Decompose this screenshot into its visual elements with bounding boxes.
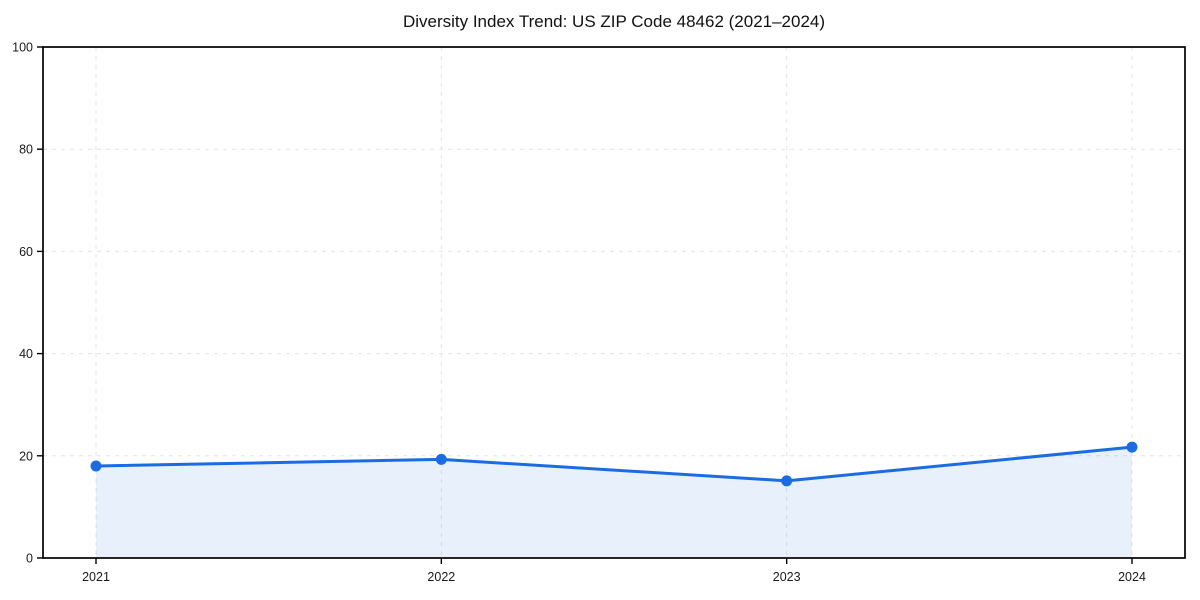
data-point-2022 [435, 453, 447, 465]
data-point-2023 [781, 475, 793, 487]
x-tick-label: 2021 [82, 570, 110, 584]
data-point-2021 [90, 460, 102, 472]
x-tick-label: 2022 [427, 570, 455, 584]
y-tick-label: 20 [19, 449, 33, 463]
x-tick-label: 2024 [1118, 570, 1146, 584]
y-tick-label: 100 [12, 41, 33, 55]
y-tick-label: 80 [19, 143, 33, 157]
chart-title: Diversity Index Trend: US ZIP Code 48462… [402, 12, 826, 31]
data-point-2024 [1126, 441, 1138, 453]
y-tick-label: 40 [19, 347, 33, 361]
x-tick-label: 2023 [773, 570, 801, 584]
area-fill [96, 447, 1132, 558]
trend-line [94, 445, 1134, 483]
plot-border [42, 46, 1186, 559]
y-tick-label: 60 [19, 245, 33, 259]
y-tick-label: 0 [26, 552, 33, 566]
